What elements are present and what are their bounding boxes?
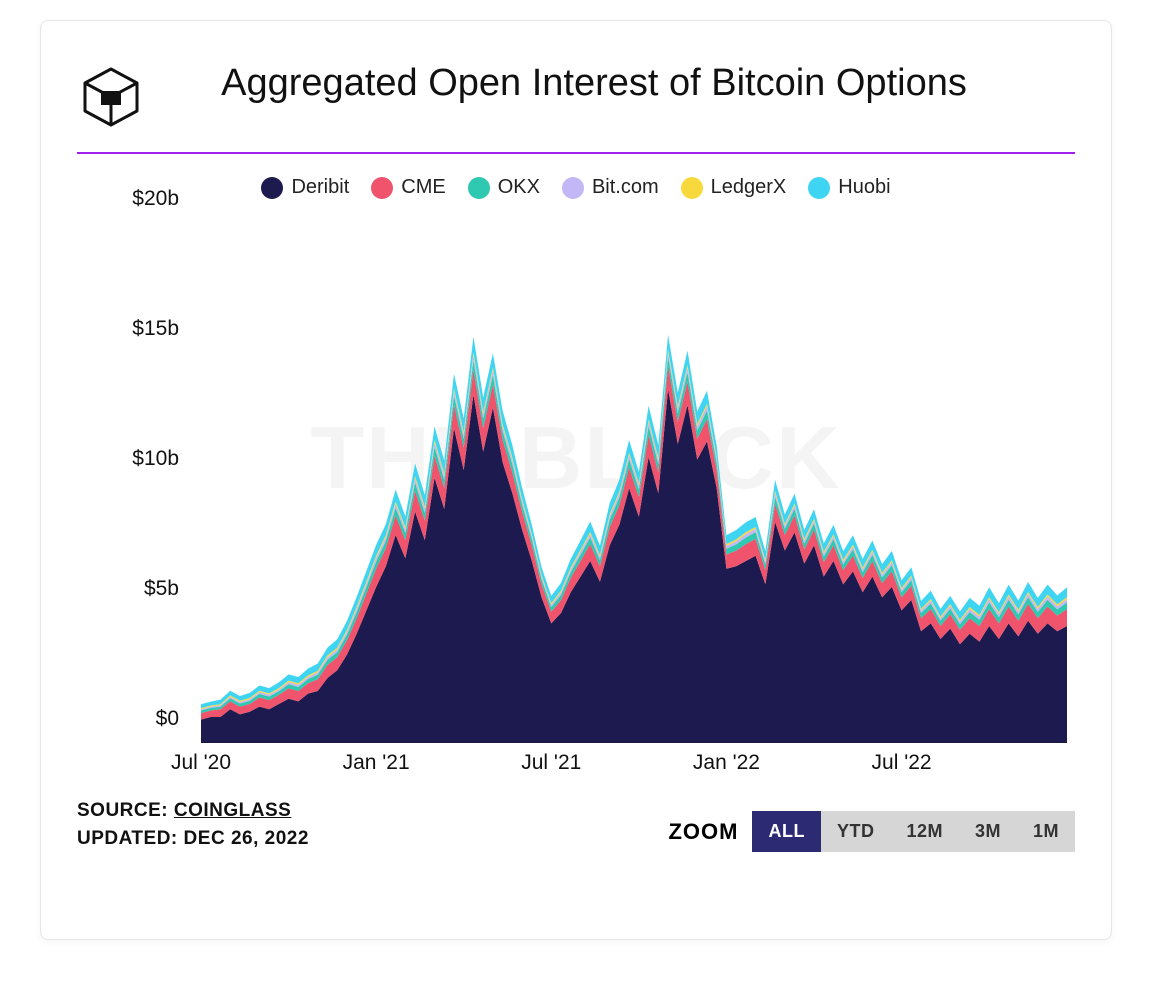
source-link[interactable]: COINGLASS [174,800,291,821]
x-tick-label: Jul '22 [872,751,932,775]
legend: Deribit CME OKX Bit.com LedgerX Huobi [77,176,1075,199]
y-tick-label: $10b [132,447,179,471]
the-block-logo-icon [77,65,145,138]
legend-label: Huobi [838,176,890,199]
legend-item[interactable]: Deribit [261,176,349,199]
legend-item[interactable]: Bit.com [562,176,659,199]
chart-card: Aggregated Open Interest of Bitcoin Opti… [40,20,1112,940]
legend-item[interactable]: OKX [468,176,540,199]
legend-swatch [261,177,283,199]
x-tick-label: Jan '22 [693,751,760,775]
plot-area [201,223,1067,743]
y-axis: $0$5b$10b$15b$20b [77,223,187,743]
legend-label: Bit.com [592,176,659,199]
chart-plot: THE BLOCK $0$5b$10b$15b$20b Jul '20Jan '… [77,223,1075,783]
x-tick-label: Jan '21 [343,751,410,775]
source-label: SOURCE: [77,800,168,821]
zoom-button-ytd[interactable]: YTD [821,811,891,852]
y-tick-label: $15b [132,317,179,341]
zoom-controls: ZOOM ALLYTD12M3M1M [668,811,1075,852]
legend-item[interactable]: LedgerX [681,176,787,199]
zoom-button-12m[interactable]: 12M [890,811,959,852]
updated-value: DEC 26, 2022 [184,828,309,849]
chart-title: Aggregated Open Interest of Bitcoin Opti… [173,61,1075,107]
source-meta: SOURCE: COINGLASS UPDATED: DEC 26, 2022 [77,797,309,852]
legend-swatch [468,177,490,199]
x-tick-label: Jul '20 [171,751,231,775]
legend-item[interactable]: Huobi [808,176,890,199]
y-tick-label: $20b [132,187,179,211]
header: Aggregated Open Interest of Bitcoin Opti… [77,61,1075,138]
zoom-label: ZOOM [668,819,738,845]
legend-swatch [681,177,703,199]
zoom-button-3m[interactable]: 3M [959,811,1017,852]
accent-divider [77,152,1075,154]
series-area-deribit [201,389,1067,743]
updated-label: UPDATED: [77,828,178,849]
x-tick-label: Jul '21 [521,751,581,775]
legend-swatch [562,177,584,199]
chart-footer: SOURCE: COINGLASS UPDATED: DEC 26, 2022 … [77,797,1075,852]
y-tick-label: $0 [156,707,179,731]
legend-label: CME [401,176,445,199]
legend-item[interactable]: CME [371,176,445,199]
y-tick-label: $5b [144,577,179,601]
legend-label: OKX [498,176,540,199]
legend-label: LedgerX [711,176,787,199]
legend-swatch [808,177,830,199]
x-axis: Jul '20Jan '21Jul '21Jan '22Jul '22 [201,747,1067,783]
legend-swatch [371,177,393,199]
zoom-button-1m[interactable]: 1M [1017,811,1075,852]
zoom-button-all[interactable]: ALL [752,811,821,852]
legend-label: Deribit [291,176,349,199]
